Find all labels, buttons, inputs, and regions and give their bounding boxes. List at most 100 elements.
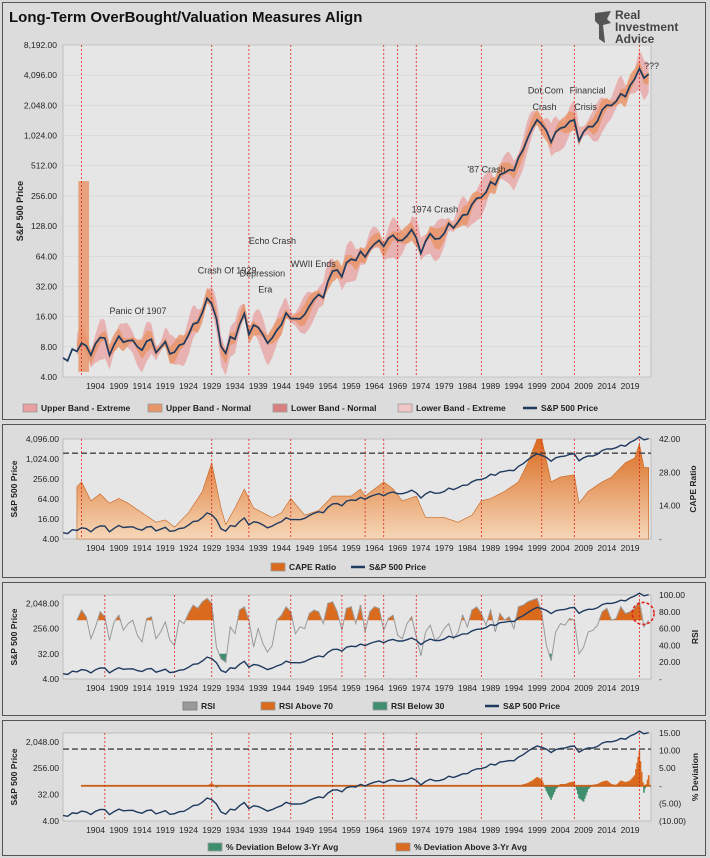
x-tick-label: 1909 (109, 683, 128, 693)
legend-label: RSI Below 30 (391, 701, 445, 711)
y2-tick-label: 15.00 (659, 728, 681, 738)
x-tick-label: 1944 (272, 381, 291, 391)
x-tick-label: 2019 (621, 381, 640, 391)
x-tick-label: 1914 (133, 683, 152, 693)
y2-tick-label: 28.00 (659, 467, 681, 477)
x-tick-label: 2004 (551, 825, 570, 835)
y2-axis-label: RSI (690, 630, 700, 644)
legend-swatch (397, 403, 413, 413)
y2-tick-label: 20.00 (659, 657, 681, 667)
x-tick-label: 1994 (504, 543, 523, 553)
x-tick-label: 1974 (411, 825, 430, 835)
y2-tick-label: - (659, 674, 662, 684)
x-tick-label: 1999 (528, 683, 547, 693)
x-tick-label: 1904 (86, 825, 105, 835)
x-tick-label: 1974 (411, 381, 430, 391)
x-tick-label: 1999 (528, 543, 547, 553)
x-tick-label: 1994 (504, 825, 523, 835)
x-tick-label: 1909 (109, 381, 128, 391)
y-axis-label: S&P 500 Price (15, 181, 25, 241)
x-tick-label: 1949 (295, 683, 314, 693)
x-tick-label: 1924 (179, 683, 198, 693)
y-tick-label: 32.00 (38, 790, 60, 800)
y-tick-label: 1,024.00 (26, 454, 59, 464)
y-tick-label: 256.00 (31, 191, 57, 201)
y-axis-label: S&P 500 Price (9, 748, 19, 805)
legend-swatch (270, 562, 286, 572)
x-tick-label: 2014 (597, 683, 616, 693)
x-tick-label: 2014 (597, 381, 616, 391)
event-annotation: WWII Ends (291, 259, 337, 269)
y2-tick-label: - (659, 781, 662, 791)
panel-valuation-bands: Long-Term OverBought/Valuation Measures … (2, 2, 706, 420)
legend-label: % Deviation Below 3-Yr Avg (226, 842, 338, 852)
x-tick-label: 1999 (528, 825, 547, 835)
x-tick-label: 1909 (109, 825, 128, 835)
logo-line-3: Advice (615, 32, 655, 46)
sp500-price-line (62, 435, 649, 535)
x-tick-label: 1964 (365, 543, 384, 553)
y-tick-label: 32.00 (38, 649, 60, 659)
x-tick-label: 1949 (295, 543, 314, 553)
legend-label: Upper Band - Extreme (41, 403, 131, 413)
x-tick-label: 1914 (133, 825, 152, 835)
x-tick-label: 1959 (342, 825, 361, 835)
x-tick-label: 1959 (342, 543, 361, 553)
y2-tick-label: 80.00 (659, 607, 681, 617)
x-tick-label: 2004 (551, 543, 570, 553)
x-tick-label: 1969 (388, 543, 407, 553)
x-tick-label: 1924 (179, 825, 198, 835)
x-tick-label: 1939 (249, 543, 268, 553)
x-tick-label: 1964 (365, 683, 384, 693)
x-tick-label: 2019 (621, 543, 640, 553)
y-tick-label: 64.00 (36, 251, 58, 261)
x-tick-label: 1959 (342, 381, 361, 391)
y2-tick-label: 40.00 (659, 640, 681, 650)
x-tick-label: 1919 (156, 543, 175, 553)
event-annotation: Dot.Com (528, 85, 564, 95)
x-tick-label: 1934 (226, 543, 245, 553)
legend-label: S&P 500 Price (541, 403, 598, 413)
x-tick-label: 2019 (621, 825, 640, 835)
y-tick-label: 32.00 (36, 281, 58, 291)
x-tick-label: 1974 (411, 543, 430, 553)
legend-swatch (372, 701, 388, 711)
x-tick-label: 1979 (435, 543, 454, 553)
x-tick-label: 1939 (249, 381, 268, 391)
legend-label: Upper Band - Normal (166, 403, 251, 413)
event-annotation: '87 Crash (467, 164, 505, 174)
legend-swatch (22, 403, 38, 413)
x-tick-label: 1984 (458, 683, 477, 693)
cape-chart: 4,096.00 1,024.00 256.00 64.00 16.00 4.00 42.0… (9, 434, 698, 572)
x-tick-label: 1989 (481, 683, 500, 693)
x-tick-label: 1904 (86, 683, 105, 693)
logo-text: Real Investment Advice (615, 9, 678, 45)
legend-label: Lower Band - Normal (291, 403, 376, 413)
x-tick-label: 1964 (365, 825, 384, 835)
x-tick-label: 2004 (551, 683, 570, 693)
y-axis-label: S&P 500 Price (9, 608, 19, 665)
x-tick-label: 1919 (156, 683, 175, 693)
x-tick-label: 1954 (318, 381, 337, 391)
y-tick-label: 16.00 (36, 312, 58, 322)
y-tick-label: 128.00 (31, 221, 57, 231)
x-tick-label: 1964 (365, 381, 384, 391)
deviation-chart: 2,048.00 256.00 32.00 4.00 15.00 10.00 5.00 - (5… (9, 728, 700, 852)
x-tick-label: 2019 (621, 683, 640, 693)
y-tick-label: 256.00 (33, 763, 59, 773)
rsi-chart: 2,048.00 256.00 32.00 4.00 100.00 80.00 60.00 4… (9, 590, 700, 711)
event-annotation: 1974 Crash (412, 204, 459, 214)
x-tick-label: 1904 (86, 381, 105, 391)
x-tick-label: 1989 (481, 381, 500, 391)
x-tick-label: 1924 (179, 381, 198, 391)
x-tick-label: 2004 (551, 381, 570, 391)
x-tick-label: 1914 (133, 543, 152, 553)
x-tick-label: 1959 (342, 683, 361, 693)
y-tick-label: 8.00 (40, 342, 57, 352)
legend-label: S&P 500 Price (503, 701, 560, 711)
event-annotation: ??? (644, 61, 659, 71)
x-tick-label: 1994 (504, 683, 523, 693)
legend-swatch (395, 842, 411, 852)
x-tick-label: 2009 (574, 543, 593, 553)
x-tick-label: 1999 (528, 381, 547, 391)
